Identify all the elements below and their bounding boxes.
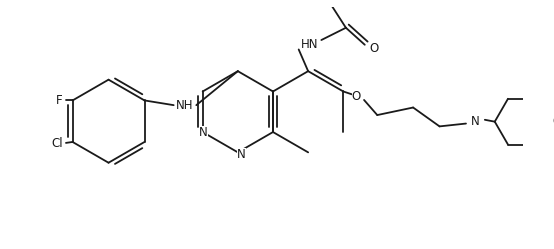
- Text: NH: NH: [176, 99, 194, 112]
- Text: O: O: [552, 115, 554, 128]
- Text: N: N: [471, 115, 480, 128]
- Text: F: F: [56, 94, 63, 107]
- Text: N: N: [237, 148, 246, 161]
- Text: O: O: [370, 42, 379, 55]
- Text: HN: HN: [301, 38, 319, 51]
- Text: N: N: [199, 126, 208, 139]
- Text: Cl: Cl: [52, 137, 63, 150]
- Text: O: O: [352, 90, 361, 103]
